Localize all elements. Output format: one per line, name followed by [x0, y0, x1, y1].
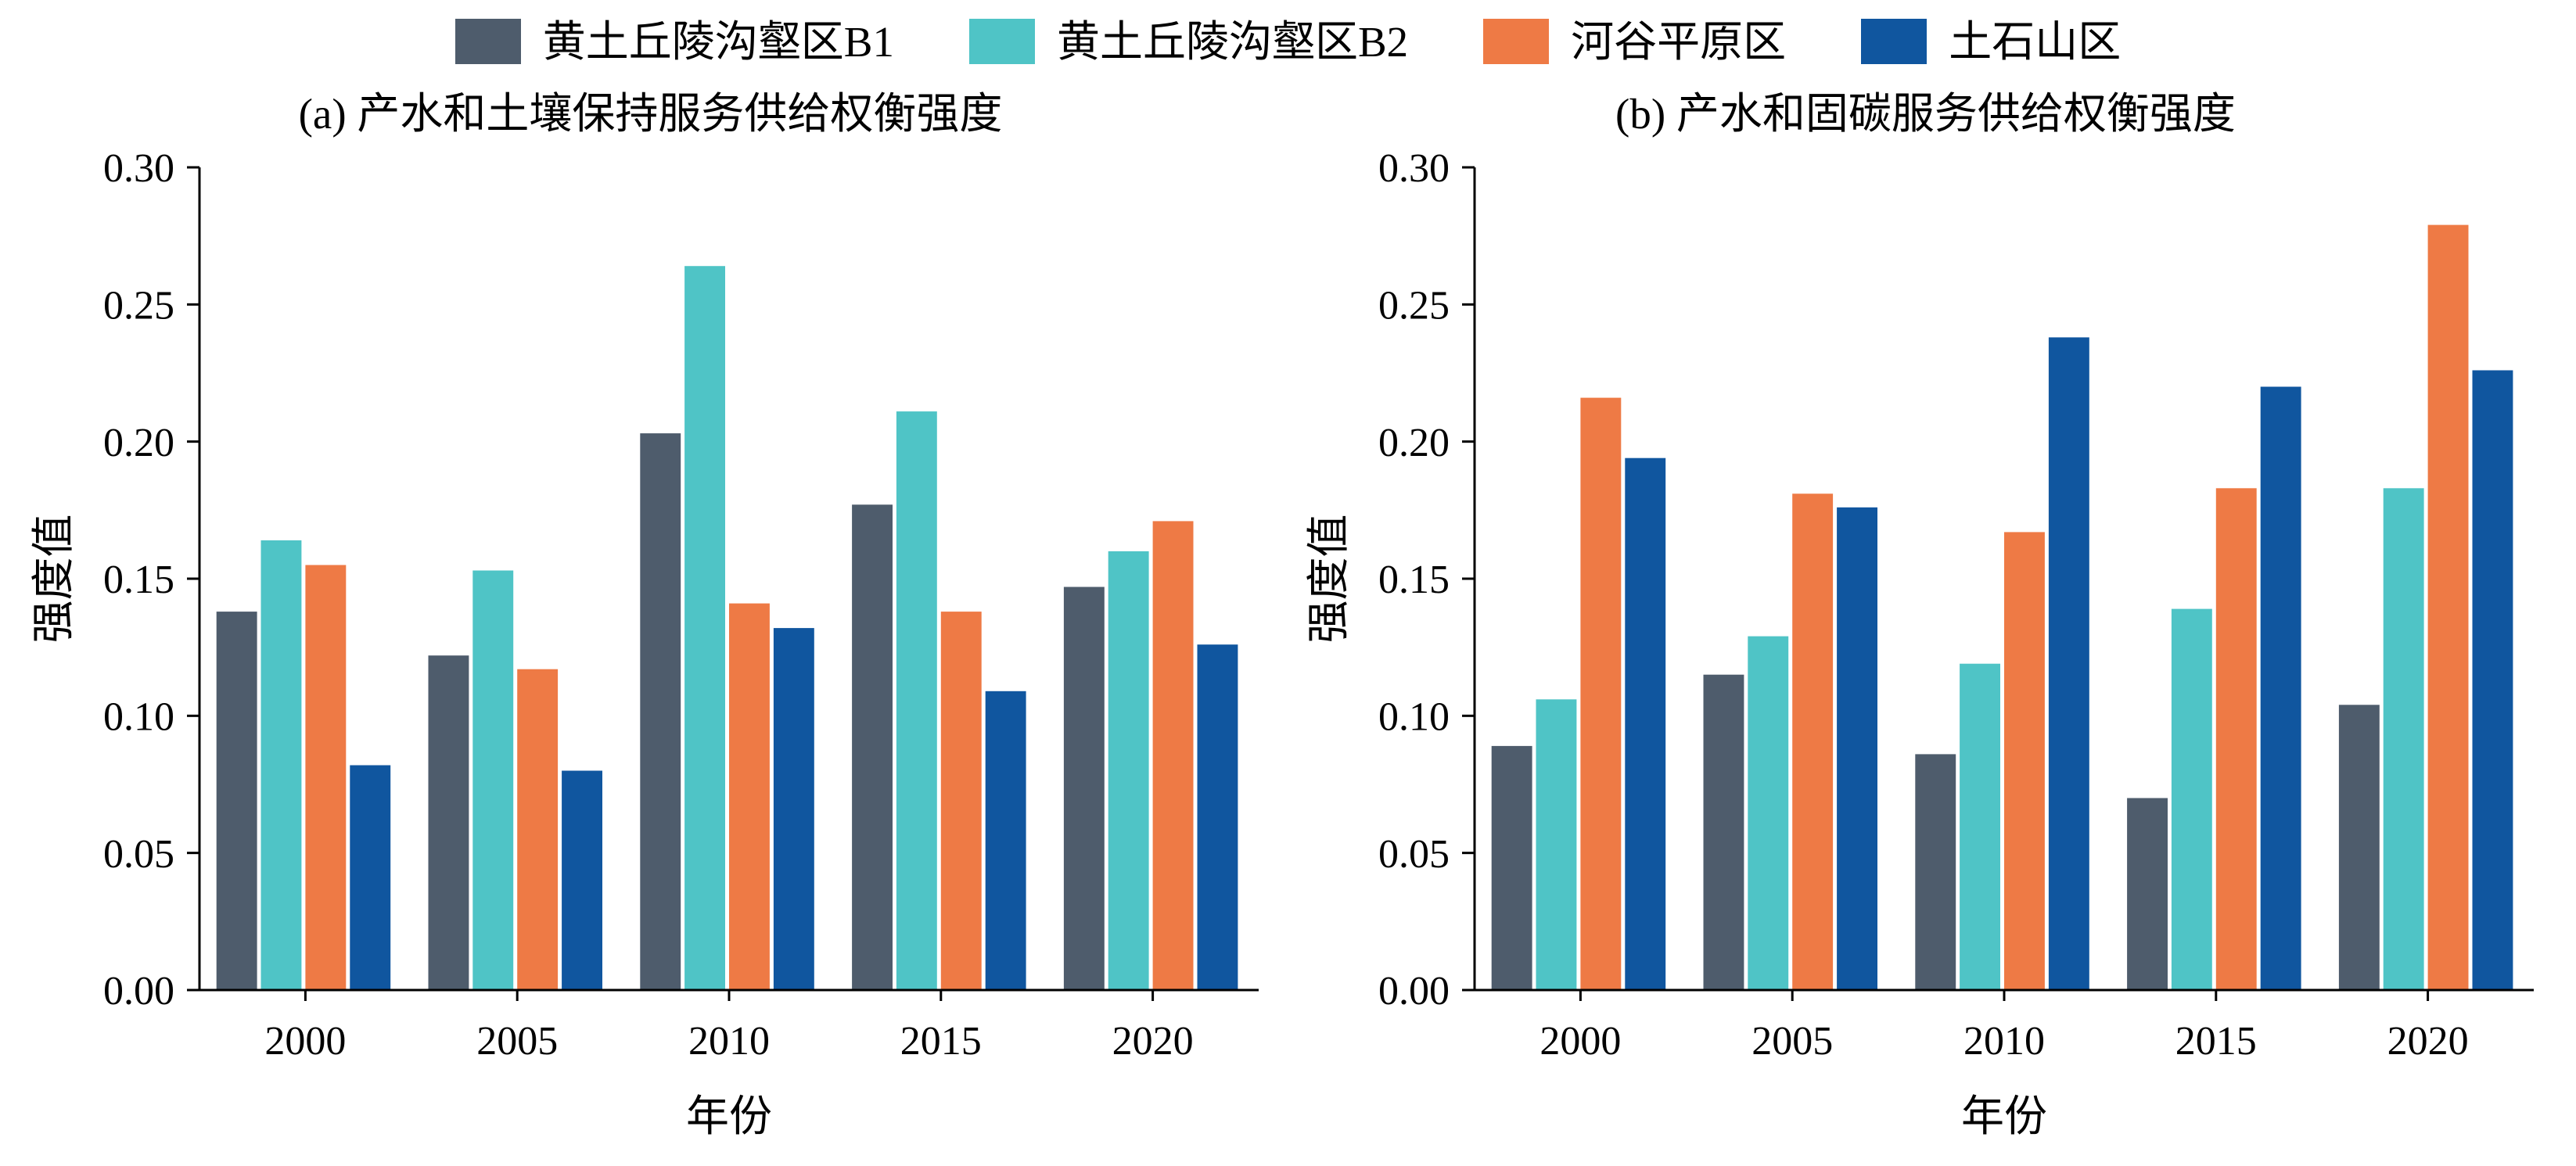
- x-tick-label: 2005: [1751, 1019, 1833, 1064]
- bar-series0-cat1: [1703, 674, 1744, 990]
- y-tick-label: 0.20: [103, 421, 174, 465]
- panel-a-title: (a) 产水和土壤保持服务供给权衡强度: [298, 90, 1003, 138]
- bar-series0-cat3: [2126, 798, 2168, 990]
- bar-series2-cat2: [728, 603, 770, 990]
- bar-series3-cat4: [1197, 644, 1238, 990]
- panel-b-title: (b) 产水和固碳服务供给权衡强度: [1615, 90, 2236, 138]
- x-tick-label: 2015: [2175, 1019, 2256, 1064]
- y-tick-label: 0.00: [103, 969, 174, 1014]
- y-tick-label: 0.15: [103, 558, 174, 602]
- y-tick-label: 0.10: [1378, 695, 1450, 740]
- y-tick-label: 0.25: [103, 284, 174, 328]
- legend-item-b1: 黄土丘陵沟壑区B1: [454, 17, 894, 66]
- bar-series3-cat4: [2472, 370, 2513, 990]
- bar-series2-cat3: [2215, 488, 2257, 990]
- bar-series1-cat3: [2171, 608, 2212, 990]
- bar-series1-cat0: [1536, 699, 1576, 990]
- legend-label-mountain: 土石山区: [1949, 17, 2122, 66]
- bar-series2-cat3: [940, 612, 982, 990]
- x-tick-label: 2010: [688, 1019, 770, 1064]
- legend-swatch-b1: [454, 19, 521, 64]
- legend-label-b2: 黄土丘陵沟壑区B2: [1056, 17, 1409, 66]
- legend-item-mountain: 土石山区: [1861, 19, 2121, 64]
- bar-series1-cat2: [684, 266, 725, 990]
- legend-item-valley: 河谷平原区: [1483, 19, 1786, 64]
- x-tick-label: 2010: [1963, 1019, 2045, 1064]
- bar-series2-cat0: [304, 565, 346, 990]
- x-tick-label: 2000: [1539, 1019, 1621, 1064]
- bar-series1-cat4: [2383, 488, 2424, 990]
- legend-label-valley: 河谷平原区: [1571, 17, 1787, 66]
- bar-series1-cat1: [472, 570, 513, 990]
- y-tick-label: 0.20: [1378, 421, 1450, 465]
- bar-series2-cat0: [1579, 397, 1621, 991]
- y-axis-label: 强度值: [1305, 514, 1353, 643]
- bar-series1-cat0: [260, 540, 301, 990]
- bar-series3-cat3: [985, 691, 1026, 990]
- panel-a: (a) 产水和土壤保持服务供给权衡强度 0.00 0.05 0.10 0.15 0.20…: [29, 81, 1273, 1156]
- legend-label-b1: 黄土丘陵沟壑区B1: [542, 17, 894, 66]
- bar-series1-cat4: [1108, 551, 1149, 990]
- y-tick-label: 0.15: [1378, 558, 1450, 602]
- chart-panels: (a) 产水和土壤保持服务供给权衡强度 0.00 0.05 0.10 0.15 0.20…: [0, 81, 2576, 1156]
- legend: 黄土丘陵沟壑区B1 黄土丘陵沟壑区B2 河谷平原区 土石山区: [0, 8, 2576, 75]
- bar-series2-cat4: [2427, 224, 2468, 991]
- bar-series0-cat4: [2338, 705, 2380, 990]
- bar-series3-cat2: [773, 628, 814, 990]
- bar-series3-cat1: [561, 770, 602, 990]
- legend-swatch-valley: [1483, 19, 1550, 64]
- bar-series2-cat2: [2003, 532, 2045, 990]
- bar-series0-cat3: [851, 504, 893, 990]
- y-tick-label: 0.25: [1378, 284, 1450, 328]
- y-tick-label: 0.05: [1378, 832, 1450, 877]
- x-axis-label: 年份: [685, 1092, 771, 1140]
- bar-series0-cat2: [1914, 754, 1956, 990]
- bar-series2-cat4: [1152, 521, 1193, 990]
- bar-series1-cat1: [1747, 636, 1788, 990]
- legend-swatch-b2: [968, 19, 1035, 64]
- bar-series3-cat0: [1624, 457, 1665, 990]
- bar-series0-cat2: [639, 433, 681, 990]
- y-axis-label: 强度值: [30, 514, 77, 643]
- y-tick-label: 0.05: [103, 832, 174, 877]
- plot-a: 0.00 0.05 0.10 0.15 0.20 0.25 0.30 2000 2005 2010…: [30, 147, 1259, 1140]
- y-tick-label: 0.30: [1378, 147, 1450, 191]
- bar-series3-cat1: [1836, 507, 1877, 990]
- y-tick-label: 0.10: [103, 695, 174, 740]
- x-tick-label: 2020: [1112, 1019, 1193, 1064]
- bar-series0-cat0: [1491, 745, 1532, 990]
- plot-b: 0.00 0.05 0.10 0.15 0.20 0.25 0.30 2000 2005 2010…: [1305, 147, 2534, 1140]
- bar-series3-cat3: [2260, 386, 2301, 990]
- bar-series0-cat0: [216, 612, 257, 990]
- bar-series3-cat0: [349, 765, 390, 990]
- bar-series0-cat4: [1063, 587, 1105, 990]
- bar-series2-cat1: [1791, 493, 1833, 990]
- x-axis-label: 年份: [1960, 1092, 2046, 1140]
- bar-series0-cat1: [428, 655, 469, 990]
- x-tick-label: 2005: [476, 1019, 558, 1064]
- bar-series1-cat3: [896, 411, 937, 990]
- bar-series2-cat1: [516, 669, 558, 990]
- y-tick-label: 0.00: [1378, 969, 1450, 1014]
- x-tick-label: 2015: [900, 1019, 981, 1064]
- bar-series1-cat2: [1959, 663, 2000, 990]
- x-tick-label: 2020: [2387, 1019, 2468, 1064]
- y-tick-label: 0.30: [103, 147, 174, 191]
- legend-swatch-mountain: [1861, 19, 1928, 64]
- bar-series3-cat2: [2048, 337, 2089, 990]
- x-tick-label: 2000: [264, 1019, 346, 1064]
- legend-item-b2: 黄土丘陵沟壑区B2: [968, 17, 1409, 66]
- panel-b: (b) 产水和固碳服务供给权衡强度 0.00 0.05 0.10 0.15 0.20 0.…: [1304, 81, 2548, 1156]
